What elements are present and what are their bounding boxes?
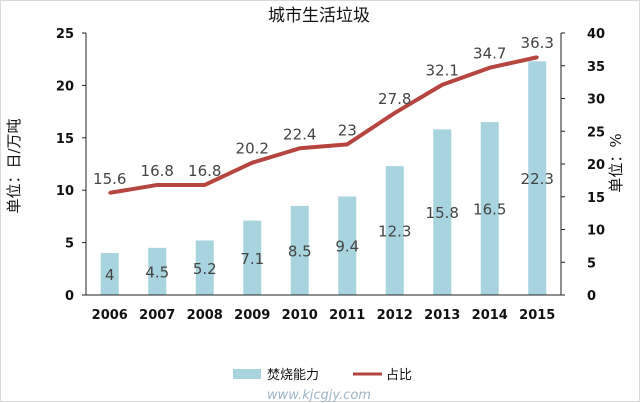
line-value-label: 32.1 bbox=[426, 62, 459, 80]
bar-value-label: 22.3 bbox=[521, 170, 554, 188]
bar-value-label: 12.3 bbox=[378, 223, 411, 241]
line-value-label: 23 bbox=[338, 121, 357, 139]
bar bbox=[338, 196, 357, 295]
right-tick-label: 10 bbox=[587, 224, 605, 239]
right-tick-label: 0 bbox=[587, 289, 596, 304]
left-axis: 0 5 10 15 20 25 bbox=[56, 27, 86, 304]
line-series bbox=[108, 55, 539, 195]
right-tick-label: 25 bbox=[587, 125, 605, 140]
right-tick-label: 20 bbox=[587, 158, 605, 173]
x-tick-label: 2012 bbox=[377, 308, 413, 323]
left-tick-label: 25 bbox=[56, 27, 74, 42]
x-tick-label: 2010 bbox=[282, 308, 318, 323]
bar-value-label: 7.1 bbox=[240, 250, 264, 268]
x-axis: 2006 2007 2008 2009 2010 2011 2012 2013 2014 2015 bbox=[92, 308, 556, 323]
right-tick-label: 5 bbox=[587, 256, 596, 271]
line-point bbox=[298, 146, 302, 150]
x-tick-label: 2014 bbox=[472, 308, 508, 323]
bar-value-label: 8.5 bbox=[288, 242, 312, 260]
data-labels: 4 4.5 5.2 7.1 8.5 9.4 12.3 15.8 16.5 22.3 15.6 16.8… bbox=[93, 34, 554, 284]
legend-swatch-bar bbox=[233, 369, 261, 379]
bar-value-label: 15.8 bbox=[426, 204, 459, 222]
x-tick-label: 2007 bbox=[139, 308, 175, 323]
bar-series bbox=[100, 61, 547, 295]
right-axis: 0 5 10 15 20 25 30 35 40 bbox=[561, 27, 605, 304]
legend: 焚烧能力 占比 bbox=[233, 368, 412, 383]
left-tick-label: 15 bbox=[56, 132, 74, 147]
x-tick-label: 2008 bbox=[187, 308, 223, 323]
chart-title: 城市生活垃圾 bbox=[268, 6, 370, 26]
bar bbox=[195, 240, 214, 295]
bar-value-label: 4 bbox=[105, 266, 115, 284]
line-value-label: 16.8 bbox=[188, 162, 221, 180]
bar bbox=[243, 220, 262, 295]
bar bbox=[385, 166, 404, 295]
bar bbox=[100, 253, 119, 295]
line-point bbox=[108, 191, 112, 195]
line-point bbox=[155, 183, 159, 187]
right-tick-label: 40 bbox=[587, 27, 605, 42]
x-tick-label: 2009 bbox=[234, 308, 270, 323]
bar bbox=[480, 122, 499, 295]
bar-value-label: 5.2 bbox=[193, 260, 217, 278]
right-axis-title: 单位：% bbox=[607, 133, 625, 192]
left-tick-label: 20 bbox=[56, 79, 74, 94]
bar bbox=[148, 247, 167, 295]
line-point bbox=[203, 183, 207, 187]
line-path bbox=[109, 55, 538, 195]
left-tick-label: 10 bbox=[56, 184, 74, 199]
line-point bbox=[488, 66, 492, 70]
right-tick-label: 15 bbox=[587, 191, 605, 206]
line-value-label: 36.3 bbox=[521, 34, 554, 52]
x-tick-label: 2015 bbox=[519, 308, 555, 323]
watermark: www.kjcgjy.com bbox=[267, 388, 371, 403]
bar-value-label: 4.5 bbox=[145, 263, 169, 281]
bar bbox=[290, 205, 309, 295]
left-tick-label: 5 bbox=[65, 237, 74, 252]
line-value-label: 20.2 bbox=[236, 140, 269, 158]
line-point bbox=[440, 83, 444, 87]
line-value-label: 16.8 bbox=[141, 162, 174, 180]
line-value-label: 22.4 bbox=[283, 125, 316, 143]
legend-label-bar: 焚烧能力 bbox=[267, 368, 319, 383]
x-tick-label: 2011 bbox=[329, 308, 365, 323]
line-value-label: 34.7 bbox=[473, 45, 506, 63]
right-tick-label: 30 bbox=[587, 93, 605, 108]
x-tick-label: 2013 bbox=[424, 308, 460, 323]
bar-value-label: 9.4 bbox=[335, 238, 359, 256]
bar bbox=[528, 61, 547, 295]
bar bbox=[433, 129, 452, 295]
line-value-label: 15.6 bbox=[93, 170, 126, 188]
right-tick-label: 35 bbox=[587, 60, 605, 75]
line-value-label: 27.8 bbox=[378, 90, 411, 108]
line-point bbox=[250, 161, 254, 165]
legend-label-line: 占比 bbox=[386, 368, 412, 383]
line-point bbox=[345, 142, 349, 146]
left-axis-title: 单位：日/万吨 bbox=[5, 118, 23, 213]
line-point bbox=[393, 111, 397, 115]
x-tick-label: 2006 bbox=[92, 308, 128, 323]
left-tick-label: 0 bbox=[65, 289, 74, 304]
bar-value-label: 16.5 bbox=[473, 201, 506, 219]
line-point bbox=[535, 55, 539, 59]
